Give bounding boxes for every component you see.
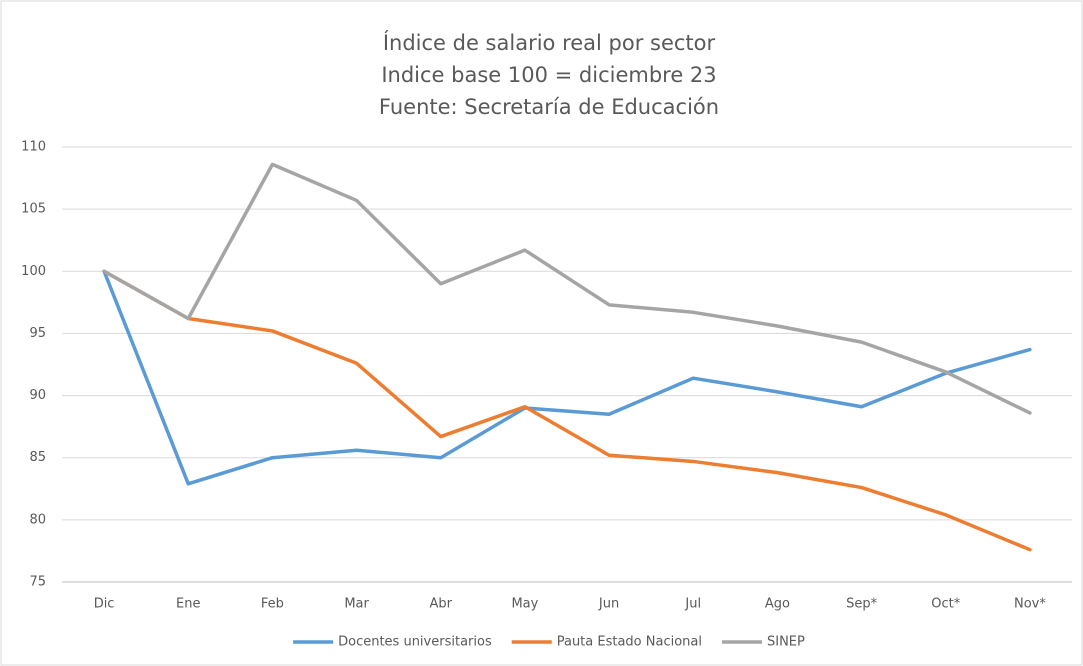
x-tick-label: May: [511, 597, 538, 612]
y-tick-label: 75: [29, 575, 46, 590]
legend-label: Pauta Estado Nacional: [557, 635, 702, 650]
y-tick-label: 90: [29, 388, 46, 403]
x-tick-label: Nov*: [1014, 597, 1046, 612]
chart-title: Índice de salario real por sector: [383, 30, 716, 55]
x-tick-label: Jun: [598, 597, 619, 612]
x-tick-label: Jul: [684, 597, 701, 612]
x-tick-label: Sep*: [846, 597, 878, 612]
x-tick-label: Abr: [430, 597, 453, 612]
y-tick-label: 80: [29, 512, 46, 527]
x-tick-label: Oct*: [931, 597, 960, 612]
y-tick-label: 85: [29, 450, 46, 465]
x-tick-label: Ene: [176, 597, 200, 612]
x-tick-label: Feb: [261, 597, 284, 612]
x-tick-label: Dic: [94, 597, 115, 612]
x-tick-label: Ago: [765, 597, 790, 612]
y-tick-label: 100: [21, 264, 46, 279]
chart-subtitle: Indice base 100 = diciembre 23: [381, 63, 716, 87]
chart-source: Fuente: Secretaría de Educación: [379, 95, 719, 119]
series-line: [102, 269, 1032, 552]
y-tick-label: 110: [21, 140, 46, 155]
legend-label: SINEP: [767, 635, 805, 650]
y-tick-label: 105: [21, 202, 46, 217]
series-line: [102, 162, 1032, 415]
legend-label: Docentes universitarios: [338, 635, 492, 650]
series-line: [102, 269, 1032, 486]
x-tick-label: Mar: [344, 597, 369, 612]
y-tick-label: 95: [29, 326, 46, 341]
